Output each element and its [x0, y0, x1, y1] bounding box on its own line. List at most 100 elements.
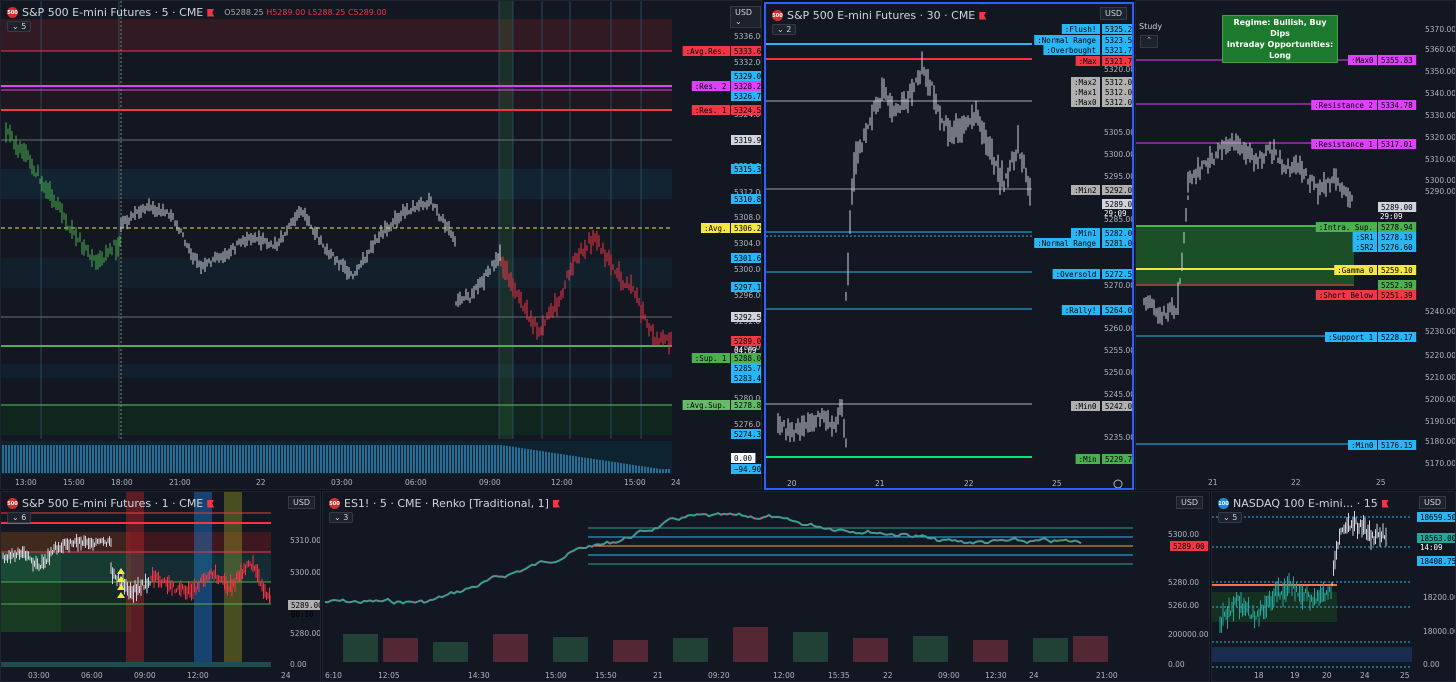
price-label-bg: [731, 253, 761, 263]
signal-arrow-icon: [117, 592, 125, 598]
currency-selector[interactable]: USD: [288, 496, 316, 509]
price-tick-label: 5288.00: [734, 343, 762, 352]
chart-title: ES1! · 5 · CME · Renko [Traditional, 1]: [344, 497, 549, 510]
price-tick-label: 0.00: [1423, 660, 1440, 669]
price-label-bg: [1102, 56, 1132, 66]
price-label-bg: [1102, 35, 1132, 45]
time-tick-label: 21: [653, 671, 663, 680]
collapse-toggle[interactable]: ⌄ 2: [772, 24, 797, 35]
price-label-bg: [731, 282, 761, 292]
chart-panel-es-5min[interactable]: 500 S&P 500 E-mini Futures · 5 · CME O52…: [0, 0, 762, 490]
level-tag-bg: [1061, 24, 1100, 34]
price-tick-label: 5312.00: [734, 188, 762, 197]
price-label: 5306.25: [734, 224, 762, 233]
level-tag-bg: [1034, 238, 1100, 248]
price-tick-label: 5250.00: [1104, 368, 1134, 377]
time-tick-label: 13:00: [15, 478, 37, 487]
price-label: 5278.19: [1381, 233, 1413, 242]
chart-panel-es-30min-b[interactable]: 5370.00 5360.00 5350.00 5340.00 5330.00 5320.…: [1135, 0, 1456, 490]
collapse-toggle[interactable]: ⌄ 6: [7, 512, 32, 523]
currency-selector[interactable]: USD ⌄: [730, 6, 761, 28]
price-label: 5288.00: [734, 354, 762, 363]
price-label-bg: [1378, 290, 1417, 300]
level-tag: :Support 1: [1328, 333, 1373, 342]
chart-title-bar[interactable]: 500 ES1! · 5 · CME · Renko [Traditional,…: [329, 497, 560, 510]
level-tag: :Sup. 1: [695, 354, 727, 363]
chart-panel-es-1min[interactable]: 500 S&P 500 E-mini Futures · 1 · CME ⌄ 6…: [0, 491, 321, 682]
price-label-bg: [731, 429, 761, 439]
currency-selector[interactable]: USD: [1419, 496, 1447, 509]
chevron-up-icon[interactable]: ⌃: [1140, 35, 1158, 48]
price-label: 5312.00: [1105, 98, 1134, 107]
price-tick-label: 5304.00: [734, 239, 762, 248]
price-label: 5325.25: [1105, 25, 1134, 34]
currency-selector[interactable]: USD: [1100, 7, 1128, 20]
price-label: 5276.60: [1381, 243, 1413, 252]
price-bars: [1187, 132, 1353, 208]
price-axis: [271, 492, 320, 681]
level-tag: :Gamma 0: [1337, 266, 1374, 275]
volume-bar: [493, 634, 528, 662]
resistance-zone: [1, 19, 672, 51]
chart-panel-renko[interactable]: 500 ES1! · 5 · CME · Renko [Traditional,…: [322, 491, 1210, 682]
flag-icon[interactable]: [207, 499, 215, 508]
chart-panel-es-30min-a[interactable]: 500 S&P 500 E-mini Futures · 30 · CME ⌄ …: [764, 2, 1134, 490]
session-band: [499, 1, 513, 439]
price-chart-canvas[interactable]: 5370.00 5360.00 5350.00 5340.00 5330.00 5320.…: [1136, 1, 1456, 490]
signal-arrow-icon: [117, 584, 125, 590]
price-label-bg: [288, 600, 320, 610]
time-tick-label: 12:05: [378, 671, 400, 680]
chart-title-bar[interactable]: 500 S&P 500 E-mini Futures · 1 · CME: [7, 497, 215, 510]
price-label-bg: [731, 91, 761, 101]
band-zone: [1, 364, 672, 378]
level-tag-bg: [1311, 139, 1377, 149]
price-tick-label: 5200.00: [1425, 395, 1456, 404]
price-chart-canvas[interactable]: 5310.00 5300.00 5280.00 0.00 5289.0000:10 03:…: [1, 492, 321, 682]
time-tick-label: 09:00: [938, 671, 960, 680]
level-tag-bg: [701, 223, 730, 233]
support-zone: [1, 405, 672, 435]
collapse-toggle[interactable]: ⌄ 3: [329, 512, 354, 523]
time-tick-label: 12:30: [985, 671, 1007, 680]
time-tick-label: 09:20: [708, 671, 730, 680]
time-tick-label: 03:00: [28, 671, 50, 680]
price-chart-canvas[interactable]: 5336.005332.005328.005324.005320.005316.…: [1, 1, 762, 490]
price-label-bg: [1102, 24, 1132, 34]
price-chart-canvas[interactable]: (5304.50)(5297.00)(5289.50)(5282.00)(527…: [323, 492, 1210, 682]
price-label: 5297.13: [734, 283, 762, 292]
level-tag: :Min1: [1074, 229, 1097, 238]
time-tick-label: 09:00: [479, 478, 501, 487]
level-tag-bg: [682, 400, 730, 410]
currency-selector[interactable]: USD: [1176, 496, 1204, 509]
chart-panel-nasdaq-15min[interactable]: 100 NASDAQ 100 E-mini... · 15 ⌄ 5 USD 18…: [1211, 491, 1456, 682]
price-label-bg: [1102, 199, 1132, 209]
price-tick-label: 5330.00: [1425, 111, 1456, 120]
price-label-bg: [1102, 45, 1132, 55]
time-tick-label: 22: [964, 479, 974, 488]
price-chart-canvas[interactable]: 18200.00 18000.00 0.00 18659.50 18563.0014:0…: [1212, 492, 1456, 682]
price-label: 5264.00: [1105, 306, 1134, 315]
flag-icon[interactable]: [207, 8, 215, 17]
collapse-toggle[interactable]: ⌄ 5: [1218, 512, 1243, 523]
osc-label-bg: [731, 464, 761, 474]
price-chart-canvas[interactable]: 5320.00 5305.00 5300.00 5295.00 5285.00 5270.…: [766, 4, 1134, 490]
price-label: 18563.00: [1420, 534, 1456, 543]
price-tick-label: 5310.00: [290, 536, 321, 545]
volume-bar: [973, 640, 1008, 662]
chart-title-bar[interactable]: 100 NASDAQ 100 E-mini... · 15: [1218, 497, 1389, 510]
price-label: 5323.50: [1105, 36, 1134, 45]
time-tick-label: 14:30: [468, 671, 490, 680]
level-tag: :Max: [1079, 57, 1098, 66]
flag-icon[interactable]: [552, 499, 560, 508]
level-tag-bg: [1334, 265, 1377, 275]
chart-title-bar[interactable]: 500 S&P 500 E-mini Futures · 30 · CME: [772, 9, 987, 22]
price-label: 5326.78: [734, 92, 762, 101]
chart-title-bar[interactable]: 500 S&P 500 E-mini Futures · 5 · CME O52…: [7, 6, 387, 19]
volume-bar: [913, 636, 948, 662]
flag-icon[interactable]: [1381, 499, 1389, 508]
flag-icon[interactable]: [979, 11, 987, 20]
countdown-label: 14:09: [1420, 543, 1443, 552]
price-label: 5285.72: [734, 364, 762, 373]
cme-logo-icon: 500: [7, 498, 18, 509]
collapse-toggle[interactable]: ⌄ 5: [7, 21, 32, 32]
